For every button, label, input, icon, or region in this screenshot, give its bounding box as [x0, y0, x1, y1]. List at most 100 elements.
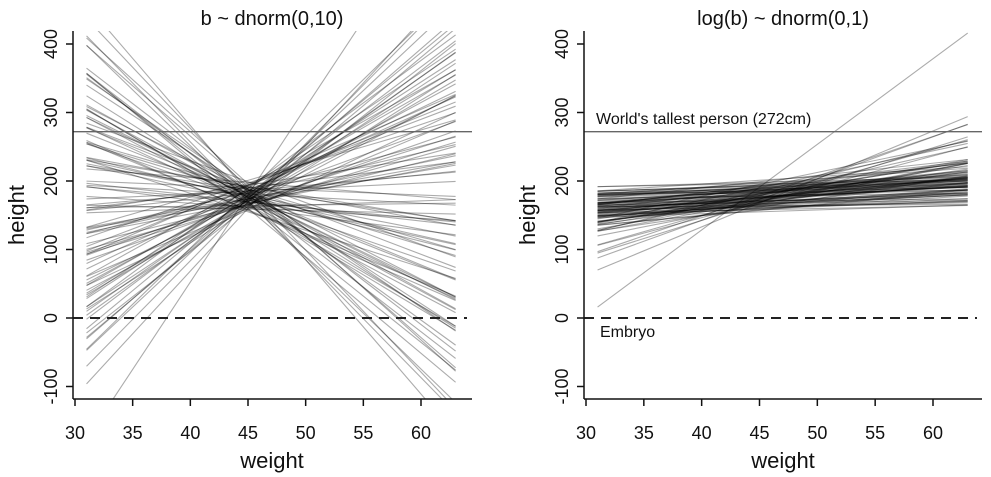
series-lines [597, 32, 969, 308]
prior-line [86, 141, 456, 251]
prior-line [86, 48, 456, 298]
prior-line [86, 79, 456, 296]
prior-line [86, 186, 456, 236]
prior-line [86, 159, 456, 279]
prior-line [86, 164, 456, 230]
chart-title: b ~ dnorm(0,10) [201, 8, 344, 30]
x-tick-label: 40 [180, 423, 200, 443]
prior-line [597, 192, 968, 208]
x-tick-label: 55 [865, 423, 885, 443]
prior-line [86, 153, 456, 245]
prior-line [597, 123, 968, 259]
prior-line [86, 139, 456, 301]
x-tick-label: 60 [411, 423, 431, 443]
prior-line [597, 174, 968, 194]
prior-line [597, 116, 968, 271]
x-tick-label: 60 [923, 423, 943, 443]
prior-line [86, 184, 456, 206]
prior-line [597, 179, 968, 188]
prior-line [597, 185, 968, 195]
prior-line [86, 180, 456, 198]
prior-line [86, 73, 456, 371]
prior-line [597, 177, 968, 214]
prior-line [86, 94, 456, 291]
x-tick-label: 35 [123, 423, 143, 443]
prior-line [86, 159, 456, 245]
prior-line [112, 31, 357, 399]
prior-line [86, 195, 456, 222]
prior-line [86, 186, 456, 223]
y-tick-label: 100 [552, 234, 572, 264]
prior-line [86, 161, 456, 209]
prior-line [597, 189, 968, 226]
prior-line [597, 177, 968, 222]
prior-line [597, 179, 968, 192]
prior-line [597, 159, 968, 224]
prior-line [86, 35, 443, 399]
prior-line [86, 180, 456, 200]
prior-line [86, 143, 456, 257]
prior-line [597, 199, 968, 206]
prior-line [86, 126, 456, 299]
prior-line [86, 115, 456, 301]
prior-line [597, 203, 968, 208]
prior-line [86, 199, 456, 214]
prior-line [86, 59, 456, 300]
prior-line [86, 144, 456, 231]
prior-line [86, 126, 456, 268]
prior-line [86, 122, 456, 258]
y-tick-label: -100 [41, 368, 61, 404]
prior-line [597, 167, 968, 196]
prior-line [597, 139, 968, 246]
prior-line [597, 180, 968, 195]
prior-line [597, 172, 968, 207]
prior-line [86, 37, 456, 372]
prior-line [86, 101, 456, 252]
prior-line [597, 192, 968, 200]
prior-line [597, 182, 968, 204]
x-tick-label: 45 [749, 423, 769, 443]
prior-line [597, 171, 968, 211]
prior-line [597, 186, 968, 207]
prior-line [86, 165, 456, 246]
prior-line [597, 184, 968, 214]
prior-line [86, 111, 456, 287]
prior-line [86, 62, 456, 308]
prior-line [597, 176, 968, 192]
prior-line [86, 108, 456, 331]
prior-line [597, 164, 968, 226]
prior-line [597, 140, 968, 232]
prior-line [597, 204, 968, 218]
prior-line [86, 69, 456, 277]
prior-line [597, 168, 968, 223]
prior-line [597, 186, 968, 205]
y-tick-label: 300 [552, 97, 572, 127]
prior-line [86, 171, 456, 206]
y-axis-label: height [4, 185, 29, 245]
prior-line [597, 162, 968, 232]
prior-line [86, 51, 456, 316]
prior-line [86, 105, 456, 248]
prior-line [86, 127, 456, 280]
reference-label-tallest: World's tallest person (272cm) [596, 111, 811, 128]
prior-line [597, 182, 968, 211]
prior-line [597, 199, 968, 217]
prior-line [597, 200, 968, 211]
prior-line [597, 177, 968, 197]
prior-line [86, 31, 428, 351]
prior-line [597, 171, 968, 204]
prior-line [86, 112, 456, 239]
prior-line [597, 171, 968, 223]
y-tick-label: 0 [552, 313, 572, 323]
prior-line [597, 160, 968, 223]
prior-line [86, 31, 418, 367]
prior-line [597, 124, 968, 253]
prior-line [597, 197, 968, 217]
panel-right: log(b) ~ dnorm(0,1) weight height World'… [515, 8, 982, 473]
prior-line [597, 174, 968, 197]
prior-line [86, 155, 456, 233]
prior-line [86, 96, 456, 264]
prior-line [86, 73, 456, 359]
prior-line [597, 179, 968, 201]
prior-line [597, 180, 968, 198]
